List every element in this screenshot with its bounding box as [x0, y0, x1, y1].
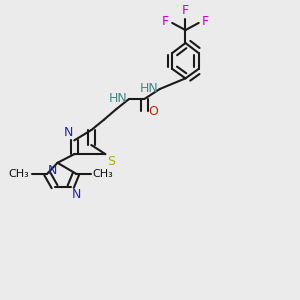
Text: N: N: [64, 126, 73, 139]
Text: F: F: [182, 4, 189, 17]
Text: CH₃: CH₃: [93, 169, 113, 179]
Text: O: O: [148, 106, 158, 118]
Text: F: F: [162, 15, 169, 28]
Text: CH₃: CH₃: [8, 169, 29, 179]
Text: N: N: [72, 188, 81, 201]
Text: HN: HN: [139, 82, 158, 94]
Text: S: S: [107, 155, 115, 168]
Text: HN: HN: [109, 92, 127, 105]
Text: F: F: [202, 15, 209, 28]
Text: N: N: [47, 164, 57, 177]
